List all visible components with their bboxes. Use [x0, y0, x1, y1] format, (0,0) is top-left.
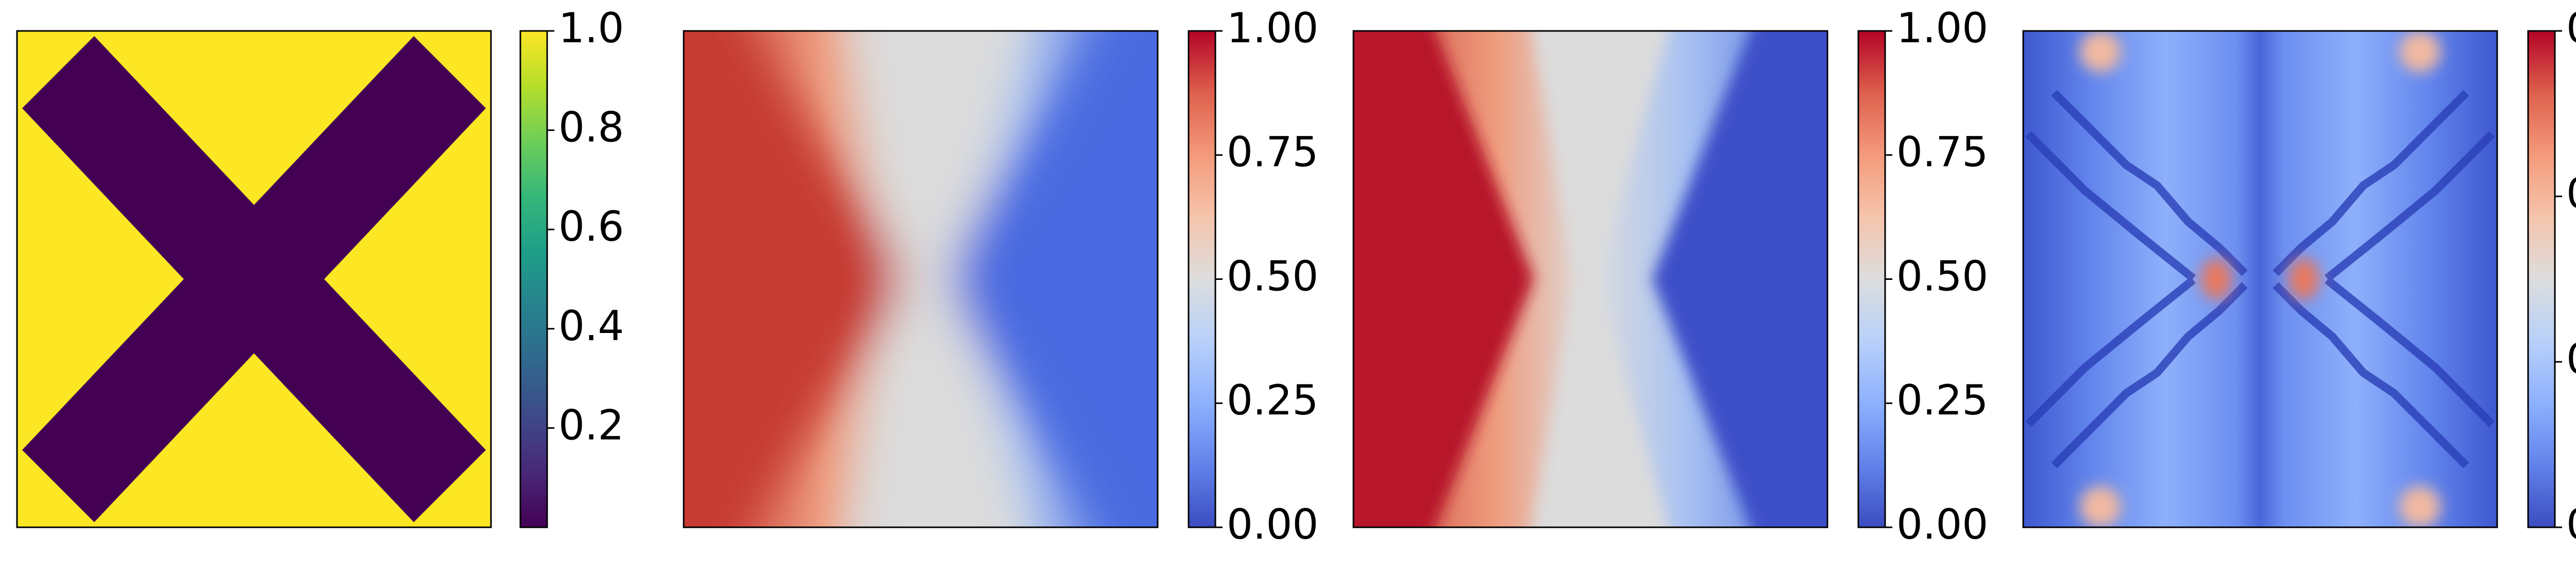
colorbar: [519, 30, 548, 528]
colorbar-tick-label: 1.00: [1896, 4, 1988, 52]
colorbar: [1188, 30, 1216, 528]
colorbar-tick-label: 1.0: [558, 4, 624, 52]
colorbar-tick-label: 0.50: [1896, 252, 1988, 300]
colorbar: [1857, 30, 1886, 528]
heatmap: [683, 30, 1159, 528]
colorbar-tick-label: 1.00: [1227, 4, 1318, 52]
colorbar-tick-label: 0.4: [558, 302, 624, 350]
colorbar-tick-label: 0.25: [1227, 376, 1318, 424]
colorbar-tick-label: 0.10: [2566, 170, 2576, 218]
colorbar: [2527, 30, 2556, 528]
colorbar-tick-label: 0.2: [558, 401, 624, 449]
heatmap: [16, 30, 492, 528]
colorbar-tick-label: 0.00: [1227, 501, 1318, 548]
colorbar-tick-label: 0.00: [2566, 501, 2576, 548]
colorbar-tick-label: 0.6: [558, 203, 624, 251]
colorbar-tick-label: 0.05: [2566, 335, 2576, 383]
colorbar-tick-label: 0.8: [558, 104, 624, 152]
heatmap: [1352, 30, 1828, 528]
colorbar-tick-label: 0.75: [1227, 128, 1318, 176]
colorbar-tick-label: 0.75: [1896, 128, 1988, 176]
colorbar-tick-label: 0.50: [1227, 252, 1318, 300]
colorbar-tick-label: 0.15: [2566, 4, 2576, 52]
heatmap: [2022, 30, 2498, 528]
colorbar-tick-label: 0.25: [1896, 376, 1988, 424]
colorbar-tick-label: 0.00: [1896, 501, 1988, 548]
